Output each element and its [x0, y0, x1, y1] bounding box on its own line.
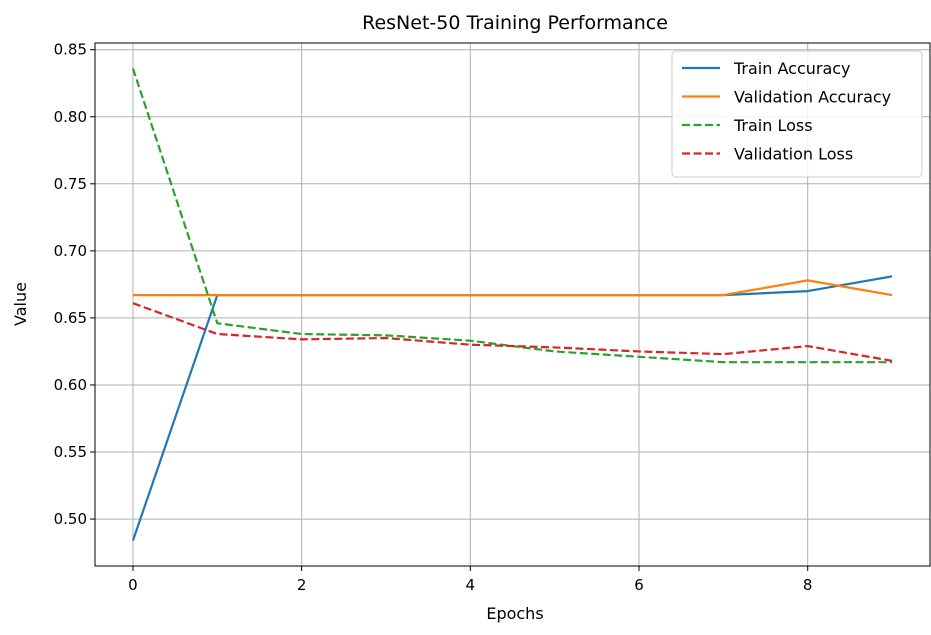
series-line-validation-loss: [132, 302, 893, 362]
y-tick-label: 0.65: [54, 309, 87, 327]
x-tick-label: 6: [634, 576, 644, 594]
series-line-train-accuracy: [131, 275, 893, 541]
series-line-validation-accuracy: [132, 279, 893, 297]
legend-label-validation-accuracy: Validation Accuracy: [734, 88, 891, 107]
y-tick-label: 0.75: [54, 175, 87, 193]
axis-ticks: 0 2 4 6 8 0.50 0.55 0.60 0.65 0.70 0.75 0.80 0.85: [54, 41, 813, 594]
y-tick-label: 0.50: [54, 510, 87, 528]
y-tick-label: 0.70: [54, 242, 87, 260]
legend-label-train-loss: Train Loss: [733, 116, 813, 135]
plot-frame: [94, 42, 931, 567]
x-tick-label: 8: [803, 576, 813, 594]
legend-box: [671, 50, 923, 178]
x-axis-label: Epochs: [486, 604, 543, 623]
grid: [95, 43, 930, 566]
legend-label-validation-loss: Validation Loss: [734, 145, 853, 164]
legend-label-train-accuracy: Train Accuracy: [733, 59, 851, 78]
y-tick-label: 0.85: [54, 41, 87, 59]
legend: Train Accuracy Validation Accuracy Train L…: [671, 50, 923, 178]
chart-title: ResNet-50 Training Performance: [362, 12, 668, 34]
y-tick-label: 0.55: [54, 443, 87, 461]
y-tick-label: 0.80: [54, 108, 87, 126]
y-axis-label: Value: [11, 282, 30, 326]
x-tick-label: 0: [128, 576, 138, 594]
series-lines: [131, 68, 893, 541]
x-tick-label: 4: [466, 576, 476, 594]
x-tick-label: 2: [297, 576, 307, 594]
y-tick-label: 0.60: [54, 376, 87, 394]
